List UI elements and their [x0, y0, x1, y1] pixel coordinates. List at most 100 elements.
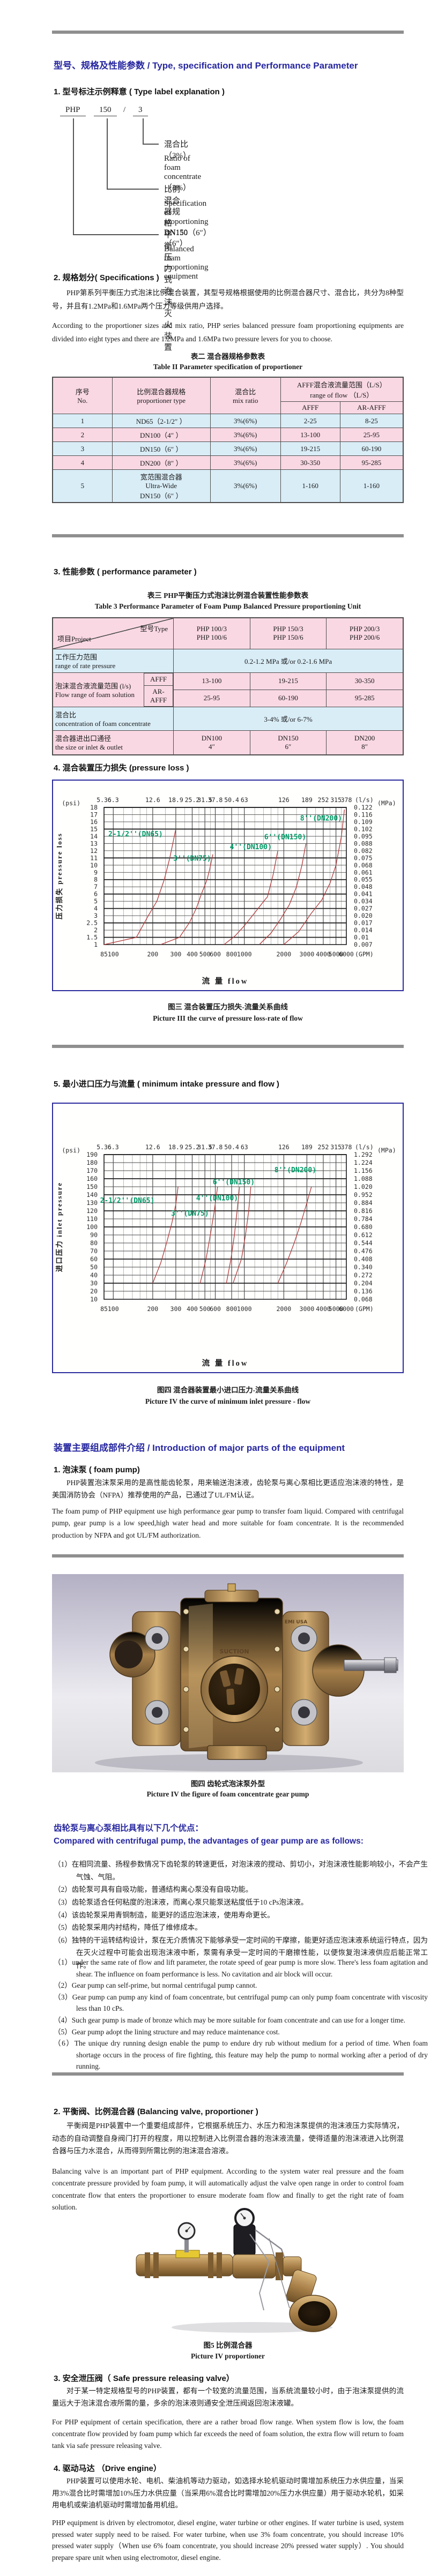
svg-text:1.088: 1.088 [354, 1175, 373, 1182]
svg-text:80: 80 [90, 1239, 98, 1247]
svg-text:50.4: 50.4 [224, 796, 239, 804]
t2-cell: 宽范围混合器 Ultra-Wide DN150（6″ ） [112, 469, 211, 503]
svg-text:18.9: 18.9 [168, 796, 183, 804]
svg-text:0.082: 0.082 [354, 847, 373, 855]
list-item: （6）The unique dry running design enable … [54, 2039, 428, 2071]
t3-cell: 13-100 [173, 672, 250, 690]
table2-caption-cn: 表二 混合器规格参数表 [190, 353, 265, 361]
svg-text:31.5: 31.5 [197, 796, 212, 804]
svg-text:4000: 4000 [316, 950, 331, 958]
t2-cell: 3 [52, 441, 113, 456]
branch-spec-en: Specification of proportioning DN150（6″） [164, 199, 211, 237]
svg-text:9: 9 [94, 868, 98, 876]
svg-text:0.048: 0.048 [354, 883, 373, 890]
svg-text:31.5: 31.5 [197, 1143, 212, 1151]
svg-text:7: 7 [94, 883, 98, 890]
branch-ratio-en: Ratio of foam concentrate（3%） [164, 154, 202, 192]
svg-text:378: 378 [341, 796, 352, 804]
svg-text:12.6: 12.6 [145, 1143, 160, 1151]
svg-text:0.612: 0.612 [354, 1231, 373, 1239]
proportioner-spec-table: 序号 No. 比例混合器规格 proportioner type 混合比 mix ra… [52, 377, 404, 503]
svg-text:0.068: 0.068 [354, 1296, 373, 1303]
t3-col3: PHP 200/3 PHP 200/6 [326, 617, 404, 649]
t2-cell: 60-190 [339, 441, 404, 456]
divider-bar [52, 1554, 404, 1557]
t3-r2-label: 泡沫混合液流量范围 (l/s) Flow range of foam soluti… [53, 672, 174, 707]
svg-text:流 量 flow: 流 量 flow [202, 976, 249, 986]
chart1-caption-en: Picture III the curve of pressure loss-r… [153, 1014, 303, 1022]
svg-text:1.5: 1.5 [86, 934, 98, 941]
svg-text:300: 300 [170, 1305, 182, 1313]
svg-text:0.884: 0.884 [354, 1199, 373, 1207]
svg-text:400: 400 [187, 950, 198, 958]
pressure-loss-chart: 5.36856.310012.620018.930025.240031.5500… [55, 796, 396, 986]
type-code-3: 3 [133, 106, 148, 116]
t3-cell: 95-285 [326, 689, 404, 707]
svg-text:6''(DN150): 6''(DN150) [264, 833, 306, 841]
svg-text:5.36: 5.36 [97, 796, 112, 804]
table3-caption-en: Table 3 Performance Parameter of Foam Pu… [94, 602, 361, 610]
svg-text:63: 63 [241, 796, 248, 804]
t2-cell: 3%(6%) [210, 441, 281, 456]
chart2-caption-cn: 图四 混合器装置最小进口压力-流量关系曲线 [157, 1386, 299, 1394]
svg-text:0.116: 0.116 [354, 811, 373, 818]
svg-text:0.088: 0.088 [354, 840, 373, 847]
t3-col2: PHP 150/3 PHP 150/6 [249, 617, 327, 649]
svg-text:5.36: 5.36 [97, 1143, 112, 1151]
list-item: （4）Such gear pump is made of bronze whic… [54, 2016, 406, 2024]
svg-text:0.680: 0.680 [354, 1223, 373, 1231]
svg-text:0.816: 0.816 [354, 1207, 373, 1215]
svg-text:0.109: 0.109 [354, 818, 373, 826]
t2-cell: 1 [52, 414, 113, 428]
t2-cell: 3%(6%) [210, 455, 281, 470]
svg-text:90: 90 [90, 1231, 98, 1239]
svg-text:60: 60 [90, 1255, 98, 1263]
svg-text:126: 126 [278, 796, 290, 804]
performance-table: 型号Type 项目Project PHP 100/3 PHP 100/6 PHP … [52, 617, 404, 755]
svg-text:110: 110 [86, 1215, 98, 1223]
table-row: 1 ND65（2-1/2″ ） 3%(6%) 2-25 8-25 [52, 414, 404, 428]
svg-text:0.102: 0.102 [354, 825, 373, 833]
svg-text:0.476: 0.476 [354, 1247, 373, 1255]
list-item: （6）独特的干运转结构设计，泵在无介质情况下能够承受一定时间的干摩擦，能更好适应… [54, 1936, 428, 1970]
svg-text:(GPM): (GPM) [355, 950, 374, 958]
inlet-pressure-chart: 5.36856.310012.620018.930025.240031.5500… [55, 1143, 396, 1368]
table-row: 3 DN150（6″ ） 3%(6%) 19-215 60-190 [52, 441, 404, 456]
list-item: （1）under the same rate of flow and lift … [54, 1958, 428, 1978]
svg-text:0.061: 0.061 [354, 868, 373, 876]
svg-text:0.095: 0.095 [354, 833, 373, 840]
diagram-vline-1 [73, 118, 74, 234]
t2-h-type: 比例混合器规格 proportioner type [112, 377, 211, 414]
svg-text:16: 16 [90, 818, 98, 826]
svg-text:500: 500 [199, 1305, 211, 1313]
section5-heading: 5. 最小进口压力与流量 ( minimum intake pressure a… [54, 1080, 279, 1089]
svg-text:0.272: 0.272 [354, 1271, 373, 1279]
safe-valve-para-en: For PHP equipment of certain specificati… [52, 2418, 404, 2450]
t2-cell: 5 [52, 469, 113, 503]
svg-text:189: 189 [301, 1143, 313, 1151]
svg-text:2-1/2''(DN65): 2-1/2''(DN65) [100, 1197, 155, 1205]
section2-heading: 2. 规格划分( Specifications ) [54, 273, 159, 282]
svg-text:40: 40 [90, 1271, 98, 1279]
svg-text:0.408: 0.408 [354, 1255, 373, 1263]
svg-text:120: 120 [86, 1207, 98, 1215]
svg-text:600: 600 [210, 1305, 221, 1313]
svg-text:0.007: 0.007 [354, 941, 373, 948]
svg-text:190: 190 [86, 1151, 98, 1158]
svg-text:压力损失 pressure loss: 压力损失 pressure loss [55, 833, 63, 919]
t3-cell: DN150 6″ [249, 730, 327, 755]
svg-text:0.055: 0.055 [354, 876, 373, 883]
drive-para-cn: PHP装置可以使用水轮、电机、柴油机等动力驱动，如选择水轮机驱动时需增加系统压力… [52, 2477, 404, 2510]
t3-corner-project: 项目Project [57, 635, 91, 643]
list-item: （5）Gear pump adopt the lining structure … [54, 2027, 280, 2036]
svg-text:30: 30 [90, 1279, 98, 1287]
svg-text:0.340: 0.340 [354, 1263, 373, 1271]
t2-cell: 2-25 [280, 414, 340, 428]
t3-cell: DN100 4″ [173, 730, 250, 755]
foam-pump-para-en: The foam pump of PHP equipment use high … [52, 1507, 404, 1539]
svg-text:1000: 1000 [237, 950, 252, 958]
section1-heading: 1. 型号标注示例释意 ( Type label explanation ) [54, 87, 225, 96]
svg-text:2000: 2000 [276, 1305, 291, 1313]
t3-corner: 型号Type 项目Project [52, 617, 174, 649]
svg-text:130: 130 [86, 1199, 98, 1207]
